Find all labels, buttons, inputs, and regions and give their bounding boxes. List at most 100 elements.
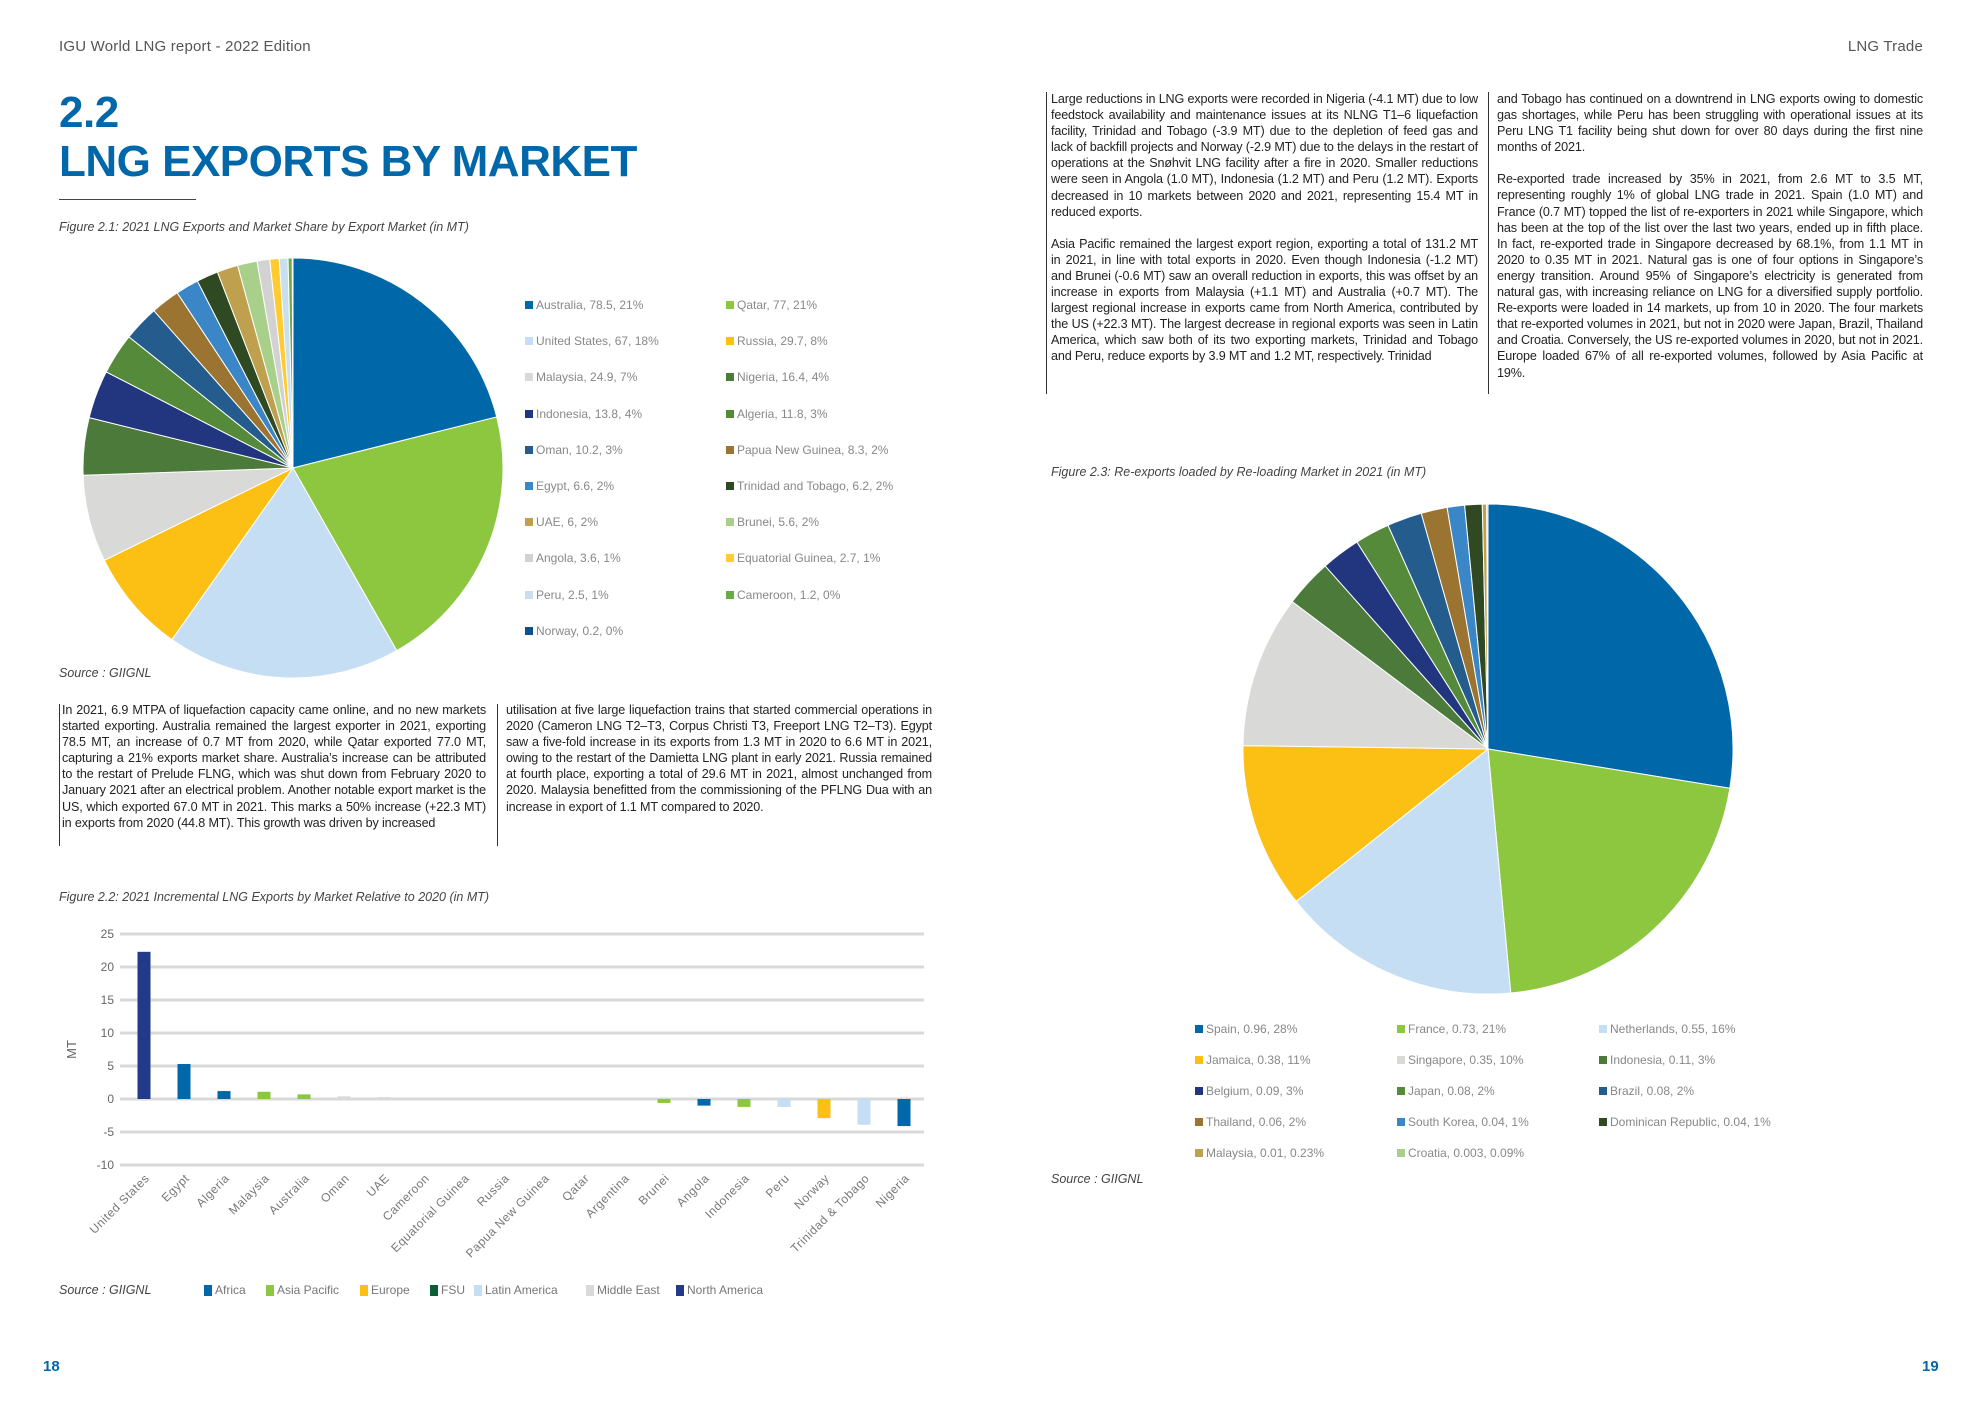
legend-item: United States, 67, 18% <box>525 334 659 348</box>
body-text-right-col2: and Tobago has continued on a downtrend … <box>1497 91 1923 381</box>
legend-label: FSU <box>441 1283 465 1297</box>
legend-swatch <box>676 1284 684 1296</box>
pie-slice-singapore <box>1242 600 1490 750</box>
x-tick-label: United States <box>87 1171 152 1236</box>
legend-swatch <box>1397 1118 1405 1126</box>
legend-item: Dominican Republic, 0.04, 1% <box>1599 1115 1771 1129</box>
figure-2-1-source: Source : GIIGNL <box>59 666 152 680</box>
legend-item: Trinidad and Tobago, 6.2, 2% <box>726 479 893 493</box>
report-header: IGU World LNG report - 2022 Edition <box>59 38 311 55</box>
legend-swatch <box>1195 1118 1203 1126</box>
y-tick-label: -10 <box>97 1158 115 1172</box>
legend-label: Brazil, 0.08, 2% <box>1610 1084 1695 1098</box>
legend-swatch <box>430 1284 438 1296</box>
section-number: 2.2 <box>59 88 119 137</box>
x-tick-label: Egypt <box>159 1171 192 1204</box>
legend-label: Japan, 0.08, 2% <box>1408 1084 1495 1098</box>
legend-label: Belgium, 0.09, 3% <box>1206 1084 1304 1098</box>
legend-item: Middle East <box>586 1283 660 1297</box>
legend-label: Egypt, 6.6, 2% <box>536 479 615 493</box>
bar-brunei <box>657 1099 671 1103</box>
x-tick-label: Malaysia <box>226 1171 272 1217</box>
legend-swatch <box>1599 1056 1607 1064</box>
legend-item: Cameroon, 1.2, 0% <box>726 588 840 602</box>
legend-item: Russia, 29.7, 8% <box>726 334 828 348</box>
legend-item: Africa <box>204 1283 246 1297</box>
x-tick-label: Indonesia <box>702 1171 752 1221</box>
figure-2-2-source: Source : GIIGNL <box>59 1283 152 1297</box>
legend-label: United States, 67, 18% <box>536 334 659 349</box>
legend-item: UAE, 6, 2% <box>525 515 598 529</box>
legend-swatch <box>1195 1087 1203 1095</box>
legend-item: Japan, 0.08, 2% <box>1397 1084 1495 1098</box>
legend-item: Asia Pacific <box>266 1283 339 1297</box>
figure-2-3-caption: Figure 2.3: Re-exports loaded by Re-load… <box>1051 465 1427 479</box>
legend-label: Malaysia, 24.9, 7% <box>536 370 638 385</box>
legend-swatch <box>525 554 533 563</box>
x-tick-label: Norway <box>791 1171 832 1212</box>
legend-label: UAE, 6, 2% <box>536 515 599 530</box>
legend-swatch <box>525 301 533 309</box>
legend-label: Trinidad and Tobago, 6.2, 2% <box>737 479 894 493</box>
pie-slice-croatia <box>1486 503 1489 750</box>
figure-2-2-caption: Figure 2.2: 2021 Incremental LNG Exports… <box>59 890 490 904</box>
x-tick-label: Trinidad & Tobago <box>788 1171 872 1255</box>
legend-item: Nigeria, 16.4, 4% <box>726 370 829 384</box>
legend-swatch <box>1397 1056 1405 1064</box>
bar-trinidad-tobago <box>857 1099 871 1125</box>
section-header: LNG Trade <box>1847 38 1923 55</box>
legend-swatch <box>726 373 734 382</box>
legend-swatch <box>1195 1025 1203 1033</box>
legend-swatch <box>726 482 734 490</box>
bar-nigeria <box>897 1099 911 1127</box>
legend-swatch <box>726 590 734 599</box>
legend-item: Malaysia, 0.01, 0.23% <box>1195 1146 1324 1160</box>
pie-slice-spain <box>1487 503 1734 789</box>
x-tick-label: Equatorial Guinea <box>388 1171 472 1255</box>
legend-swatch <box>525 590 533 599</box>
legend-label: Equatorial Guinea, 2.7, 1% <box>737 551 881 566</box>
legend-item: Belgium, 0.09, 3% <box>1195 1084 1303 1098</box>
legend-label: Papua New Guinea, 8.3, 2% <box>737 442 889 457</box>
legend-item: Egypt, 6.6, 2% <box>525 479 614 493</box>
legend-swatch <box>525 518 533 527</box>
legend-swatch <box>1397 1025 1405 1033</box>
legend-swatch <box>204 1284 212 1296</box>
bar-united-states <box>137 951 151 1099</box>
legend-swatch <box>1195 1056 1203 1064</box>
column-divider <box>1488 92 1489 394</box>
legend-label: Jamaica, 0.38, 11% <box>1206 1053 1311 1067</box>
legend-label: Dominican Republic, 0.04, 1% <box>1610 1115 1771 1129</box>
bar-australia <box>297 1094 311 1099</box>
legend-item: Latin America <box>474 1283 558 1297</box>
legend-label: Croatia, 0.003, 0.09% <box>1408 1146 1525 1160</box>
legend-item: Qatar, 77, 21% <box>726 298 817 312</box>
bar-angola <box>697 1099 711 1106</box>
pie-slice-united-states <box>171 467 398 679</box>
legend-swatch <box>525 337 533 346</box>
legend-item: Croatia, 0.003, 0.09% <box>1397 1146 1524 1160</box>
legend-item: Indonesia, 13.8, 4% <box>525 407 642 421</box>
legend-swatch <box>726 409 734 418</box>
legend-swatch <box>1599 1118 1607 1126</box>
y-tick-label: 25 <box>101 927 115 941</box>
legend-swatch <box>726 337 734 346</box>
legend-item: Europe <box>360 1283 410 1297</box>
page-number-right: 19 <box>1922 1358 1939 1375</box>
x-tick-label: Peru <box>763 1171 792 1200</box>
bar-uae <box>377 1097 391 1099</box>
column-divider <box>1046 92 1047 394</box>
legend-item: Brunei, 5.6, 2% <box>726 515 819 529</box>
legend-label: Middle East <box>597 1283 660 1297</box>
legend-item: Algeria, 11.8, 3% <box>726 407 828 421</box>
figure-2-3-source: Source : GIIGNL <box>1051 1172 1144 1186</box>
pie-slice-qatar <box>292 416 504 652</box>
pie-slice-australia <box>292 257 498 469</box>
legend-label: Singapore, 0.35, 10% <box>1408 1053 1524 1067</box>
bar-algeria <box>217 1091 231 1099</box>
legend-swatch <box>1397 1087 1405 1095</box>
legend-item: South Korea, 0.04, 1% <box>1397 1115 1529 1129</box>
title-rule <box>59 199 196 200</box>
y-tick-label: 10 <box>101 1026 115 1040</box>
